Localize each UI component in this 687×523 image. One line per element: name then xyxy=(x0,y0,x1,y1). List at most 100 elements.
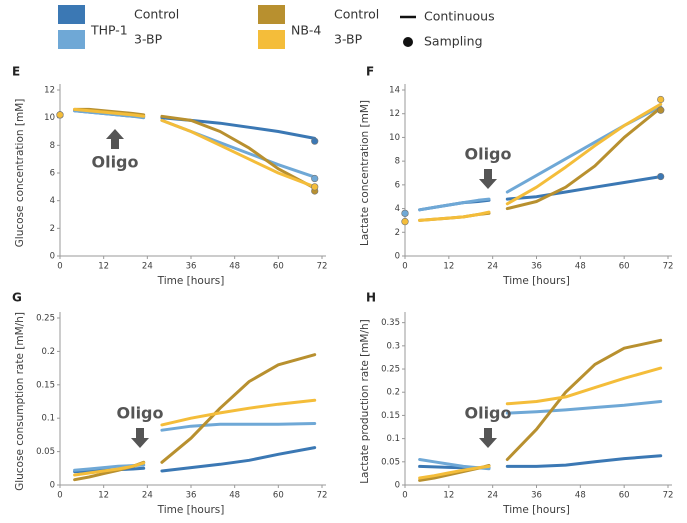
x-tick-label: 0 xyxy=(402,491,407,501)
y-tick-label: 0.2 xyxy=(41,347,55,357)
x-tick-label: 24 xyxy=(487,262,498,272)
sampling-dot xyxy=(311,137,319,145)
y-axis-label: Lactate production rate [mM/h] xyxy=(359,319,371,484)
x-tick-label: 0 xyxy=(402,262,407,272)
y-tick-label: 10 xyxy=(44,113,55,123)
x-tick-label: 72 xyxy=(663,491,674,501)
legend-label: 3-BP xyxy=(134,32,163,47)
y-axis-label: Glucose concentration [mM] xyxy=(14,99,26,248)
y-tick-label: 14 xyxy=(389,86,400,96)
series-line xyxy=(73,422,317,472)
legend-swatch xyxy=(258,30,285,49)
legend-label: Continuous xyxy=(424,9,495,24)
y-tick-label: 6 xyxy=(395,180,400,190)
x-tick-label: 36 xyxy=(186,491,197,501)
y-tick-label: 0.1 xyxy=(41,414,55,424)
y-tick-label: 0.1 xyxy=(386,434,400,444)
x-tick-label: 48 xyxy=(229,262,240,272)
x-tick-label: 36 xyxy=(186,262,197,272)
annotation: Oligo xyxy=(464,145,511,164)
x-tick-label: 12 xyxy=(98,491,109,501)
x-tick-label: 12 xyxy=(443,491,454,501)
y-tick-label: 0.15 xyxy=(36,380,55,390)
sampling-dot xyxy=(311,174,319,183)
arrow xyxy=(131,428,149,448)
y-tick-label: 0 xyxy=(50,252,55,262)
x-tick-label: 60 xyxy=(619,262,630,272)
x-tick-label: 72 xyxy=(317,491,328,501)
legend-swatch xyxy=(58,5,85,24)
y-axis-label: Lactate concentration [mM] xyxy=(359,100,371,246)
y-tick-label: 0.25 xyxy=(36,314,55,324)
series-line xyxy=(73,107,317,189)
legend-group: NB-4 xyxy=(291,23,321,38)
series-line xyxy=(418,102,663,222)
x-tick-label: 60 xyxy=(619,491,630,501)
series-line xyxy=(418,366,663,480)
panel-label: H xyxy=(366,291,376,305)
legend-label: Control xyxy=(334,7,379,22)
sampling-dot xyxy=(657,106,665,114)
y-tick-label: 0.05 xyxy=(381,457,400,467)
series-line xyxy=(73,398,317,477)
y-tick-label: 12 xyxy=(389,109,400,119)
y-tick-label: 12 xyxy=(44,86,55,96)
y-tick-label: 0.25 xyxy=(381,365,400,375)
y-tick-label: 0 xyxy=(395,252,400,262)
sampling-dot xyxy=(657,95,665,104)
series-line xyxy=(73,107,317,190)
x-tick-label: 12 xyxy=(98,262,109,272)
x-axis-label: Time [hours] xyxy=(502,275,570,287)
x-tick-label: 60 xyxy=(273,491,284,501)
arrow xyxy=(479,169,497,189)
x-tick-label: 36 xyxy=(531,491,542,501)
x-tick-label: 48 xyxy=(575,262,586,272)
arrow xyxy=(479,428,497,448)
x-tick-label: 48 xyxy=(575,491,586,501)
sampling-dot xyxy=(401,218,409,226)
y-tick-label: 0.05 xyxy=(36,447,55,457)
sampling-dot xyxy=(657,172,665,181)
y-tick-label: 4 xyxy=(50,196,55,206)
y-axis-label: Glucose consumption rate [mM/h] xyxy=(14,312,26,491)
y-tick-label: 0.15 xyxy=(381,411,400,421)
x-tick-label: 72 xyxy=(663,262,674,272)
annotation: Oligo xyxy=(116,404,163,423)
x-tick-label: 60 xyxy=(273,262,284,272)
annotation: Oligo xyxy=(464,404,511,423)
legend-dot xyxy=(403,37,413,47)
x-tick-label: 12 xyxy=(443,262,454,272)
panel-label: E xyxy=(12,65,20,79)
sampling-dot xyxy=(311,183,319,191)
x-tick-label: 24 xyxy=(142,262,153,272)
x-tick-label: 72 xyxy=(317,262,328,272)
y-tick-label: 4 xyxy=(395,204,400,214)
x-tick-label: 0 xyxy=(57,491,62,501)
legend-label: Sampling xyxy=(424,34,483,49)
panel-label: G xyxy=(12,291,22,305)
arrow xyxy=(106,129,124,149)
sampling-dot xyxy=(401,209,409,217)
x-tick-label: 0 xyxy=(57,262,62,272)
y-tick-label: 0.35 xyxy=(381,318,400,328)
x-tick-label: 24 xyxy=(142,491,153,501)
annotation: Oligo xyxy=(91,153,138,172)
x-axis-label: Time [hours] xyxy=(157,275,225,287)
y-tick-label: 0 xyxy=(50,481,55,491)
legend-swatch xyxy=(58,30,85,49)
y-tick-label: 0.2 xyxy=(386,388,400,398)
y-tick-label: 6 xyxy=(50,169,55,179)
sampling-dot xyxy=(56,111,64,119)
x-tick-label: 24 xyxy=(487,491,498,501)
x-tick-label: 36 xyxy=(531,262,542,272)
y-tick-label: 0 xyxy=(395,481,400,491)
x-tick-label: 48 xyxy=(229,491,240,501)
series-line xyxy=(418,105,663,212)
x-axis-label: Time [hours] xyxy=(157,504,225,516)
legend-swatch xyxy=(258,5,285,24)
legend-label: Control xyxy=(134,7,179,22)
legend-group: THP-1 xyxy=(90,23,128,38)
y-tick-label: 0.3 xyxy=(386,341,400,351)
y-tick-label: 2 xyxy=(50,224,55,234)
